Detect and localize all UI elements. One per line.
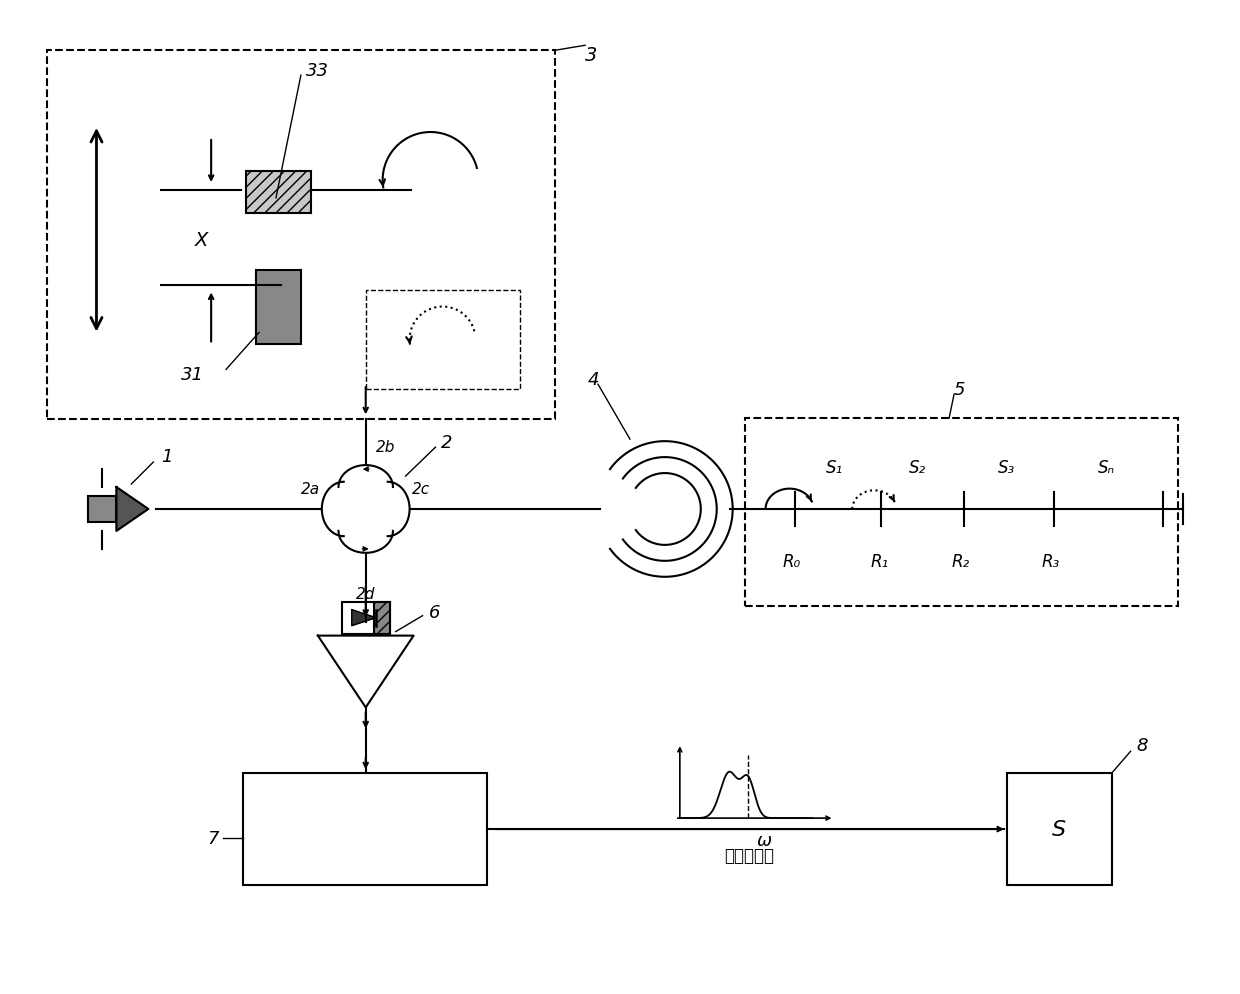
Text: 2: 2 [440,433,453,451]
Text: R₂: R₂ [952,553,970,571]
Bar [246,172,311,214]
Bar [366,290,521,390]
Text: S₂: S₂ [909,458,926,476]
Text: 8: 8 [1137,737,1148,754]
Bar [88,496,117,523]
Text: 2d: 2d [356,586,376,601]
Bar [243,773,487,885]
Text: R₃: R₃ [1042,553,1060,571]
Text: 6: 6 [429,603,440,621]
Bar [745,418,1178,606]
Text: 33: 33 [306,63,329,81]
Text: 带通滤波器: 带通滤波器 [724,846,775,864]
Bar [342,602,389,634]
Polygon shape [117,487,149,532]
Text: 4: 4 [588,371,600,389]
Text: R₀: R₀ [782,553,801,571]
Polygon shape [352,610,376,626]
Bar [47,52,556,419]
Text: S₃: S₃ [998,458,1016,476]
Text: X: X [195,231,208,249]
Polygon shape [317,636,414,708]
Bar [373,602,389,634]
Text: 2b: 2b [376,439,396,454]
Text: 31: 31 [181,366,205,384]
Text: 7: 7 [207,829,219,847]
Text: ω: ω [758,831,773,849]
Text: S: S [1053,819,1066,839]
Text: R₁: R₁ [870,553,888,571]
Bar [1007,773,1111,885]
Text: 5: 5 [954,381,966,399]
Bar [255,270,301,345]
Text: 2c: 2c [412,481,429,496]
Text: 1: 1 [161,447,172,465]
Text: Sₙ: Sₙ [1099,458,1115,476]
Text: 3: 3 [585,46,598,66]
Text: 2a: 2a [301,481,320,496]
Text: S₁: S₁ [826,458,843,476]
